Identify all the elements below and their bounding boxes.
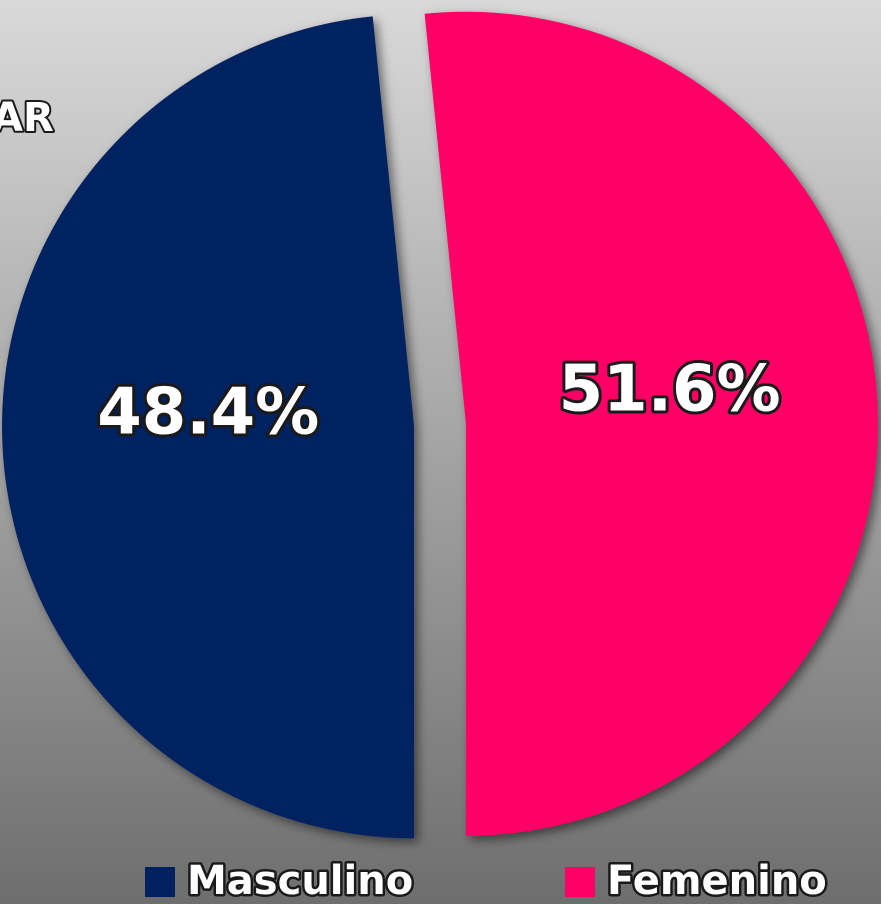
chart-title: AR: [0, 95, 54, 141]
pie-slice: [424, 11, 878, 836]
legend-label: Femenino: [607, 858, 827, 904]
legend-label: Masculino: [187, 858, 413, 904]
data-label: 51.6%: [559, 352, 781, 426]
legend-swatch: [145, 867, 175, 897]
pie-slice: [2, 16, 415, 839]
data-label: 48.4%: [97, 376, 319, 450]
legend-swatch: [565, 867, 595, 897]
